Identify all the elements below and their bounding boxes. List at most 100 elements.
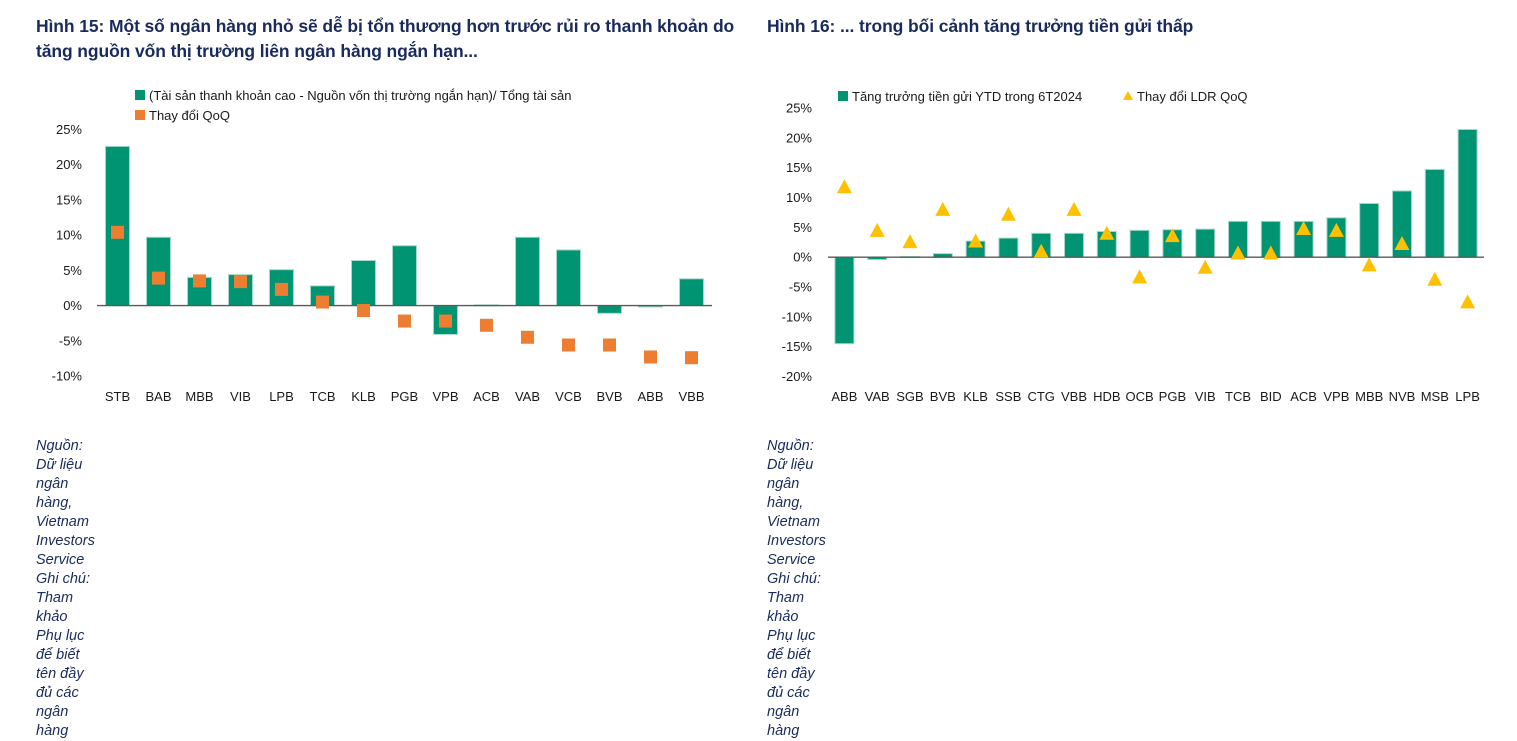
- x-tick-label: VAB: [865, 389, 890, 404]
- figure-16-footer: Nguồn: Dữ liệu ngân hàng, Vietnam Invest…: [767, 437, 826, 741]
- marker-vpb: [439, 314, 452, 328]
- y-tick-label: 5%: [793, 220, 812, 235]
- y-tick-label: 20%: [786, 130, 812, 145]
- x-tick-label: MBB: [1355, 389, 1383, 404]
- figure-15-title: Hình 15: Một số ngân hàng nhỏ sẽ dễ bị t…: [36, 16, 735, 61]
- chart-0-legend: (Tài sản thanh khoản cao - Nguồn vốn thị…: [135, 88, 571, 123]
- marker-ssb: [1000, 206, 1016, 221]
- x-tick-label: LPB: [1455, 389, 1480, 404]
- x-tick-label: MBB: [185, 389, 213, 404]
- figure-16-title: Hình 16: ... trong bối cảnh tăng trưởng …: [767, 16, 1194, 36]
- marker-msb: [1427, 271, 1443, 286]
- bar-bab: [146, 236, 171, 307]
- bar-vib: [1195, 228, 1216, 258]
- x-tick-label: VIB: [1195, 389, 1216, 404]
- bar-msb: [1424, 168, 1445, 258]
- marker-vcb: [562, 338, 575, 352]
- marker-ctg: [1033, 243, 1049, 258]
- x-tick-label: VPB: [1323, 389, 1349, 404]
- bar-ocb: [1129, 229, 1150, 258]
- bar-ssb: [998, 237, 1019, 258]
- marker-vib: [234, 275, 247, 289]
- x-tick-label: VPB: [432, 389, 458, 404]
- x-tick-label: VIB: [230, 389, 251, 404]
- y-tick-label: -10%: [782, 309, 813, 324]
- y-tick-label: 25%: [786, 101, 812, 116]
- y-tick-label: -15%: [782, 339, 813, 354]
- legend-label: Thay đổi LDR QoQ: [1137, 89, 1248, 104]
- x-tick-label: VAB: [515, 389, 540, 404]
- y-tick-label: -10%: [52, 369, 83, 384]
- marker-bvb: [603, 338, 616, 352]
- marker-vab: [521, 330, 534, 344]
- figure-16-source: Nguồn: Dữ liệu ngân hàng, Vietnam Invest…: [767, 438, 826, 568]
- chart-16: 25% 20% 15% 10% 5% 0% -5% -10% -15% -20% ABB VAB SGB…: [782, 89, 1484, 404]
- x-tick-label: VCB: [555, 389, 582, 404]
- bar-klb: [351, 259, 376, 307]
- marker-mbb: [1361, 257, 1377, 272]
- x-tick-label: ACB: [473, 389, 500, 404]
- marker-mbb: [193, 274, 206, 288]
- chart-1-plot: 25% 20% 15% 10% 5% 0% -5% -10% -15% -20% ABB VAB SGB…: [782, 101, 1484, 404]
- x-tick-label: VBB: [678, 389, 704, 404]
- x-tick-label: CTG: [1027, 389, 1054, 404]
- y-tick-label: 20%: [56, 157, 82, 172]
- legend-label: (Tài sản thanh khoản cao - Nguồn vốn thị…: [149, 88, 571, 103]
- legend-square-icon: [838, 91, 848, 101]
- y-tick-label: -5%: [789, 280, 813, 295]
- legend-label: Tăng trưởng tiền gửi YTD trong 6T2024: [852, 89, 1082, 104]
- marker-acb: [1296, 221, 1312, 236]
- marker-bvb: [935, 201, 951, 216]
- x-tick-label: ABB: [831, 389, 857, 404]
- marker-hdb: [1099, 225, 1115, 240]
- x-tick-label: BID: [1260, 389, 1282, 404]
- bar-vbb: [679, 278, 704, 307]
- marker-klb: [357, 304, 370, 318]
- y-tick-label: -5%: [59, 333, 83, 348]
- marker-bab: [152, 271, 165, 285]
- marker-lpb: [275, 282, 288, 296]
- marker-lpb: [1460, 294, 1476, 309]
- x-tick-label: SSB: [995, 389, 1021, 404]
- bar-lpb: [1457, 128, 1478, 258]
- x-tick-label: VBB: [1061, 389, 1087, 404]
- bar-mbb: [1359, 202, 1380, 258]
- chart-0-plot: 25% 20% 15% 10% 5% 0% -5% -10% STB BAB MBB VIB LPB TC…: [52, 122, 712, 404]
- marker-pgb: [1164, 228, 1180, 243]
- marker-vib: [1197, 259, 1213, 274]
- x-tick-label: BVB: [930, 389, 956, 404]
- figure-16-note: Ghi chú: Tham khảo Phụ lục để biết tên đ…: [767, 571, 821, 739]
- figure-15-source: Nguồn: Dữ liệu ngân hàng, Vietnam Invest…: [36, 438, 95, 568]
- legend-square-icon: [135, 110, 145, 120]
- marker-ocb: [1132, 269, 1148, 284]
- y-tick-label: -20%: [782, 369, 813, 384]
- marker-acb: [480, 318, 493, 332]
- marker-klb: [968, 233, 984, 248]
- y-tick-label: 10%: [56, 228, 82, 243]
- y-tick-label: 0%: [63, 298, 82, 313]
- marker-vbb: [1066, 201, 1082, 216]
- x-tick-label: ABB: [637, 389, 663, 404]
- y-tick-label: 25%: [56, 122, 82, 137]
- x-tick-label: STB: [105, 389, 130, 404]
- marker-sgb: [902, 234, 918, 249]
- marker-nvb: [1394, 235, 1410, 250]
- x-tick-label: TCB: [310, 389, 336, 404]
- marker-tcb: [316, 295, 329, 309]
- x-tick-label: BAB: [145, 389, 171, 404]
- x-tick-label: OCB: [1126, 389, 1154, 404]
- bar-vbb: [1064, 232, 1084, 258]
- x-tick-label: KLB: [351, 389, 376, 404]
- marker-vpb: [1328, 222, 1344, 237]
- x-tick-label: HDB: [1093, 389, 1120, 404]
- figure-15-note: Ghi chú: Tham khảo Phụ lục để biết tên đ…: [36, 571, 90, 739]
- x-tick-label: BVB: [596, 389, 622, 404]
- marker-pgb: [398, 314, 411, 328]
- marker-abb: [836, 179, 852, 194]
- bar-abb: [834, 256, 855, 345]
- x-tick-label: LPB: [269, 389, 294, 404]
- chart-1-legend: Tăng trưởng tiền gửi YTD trong 6T2024 Tha…: [838, 89, 1248, 104]
- y-tick-label: 15%: [786, 160, 812, 175]
- marker-vbb: [685, 351, 698, 365]
- y-tick-label: 15%: [56, 192, 82, 207]
